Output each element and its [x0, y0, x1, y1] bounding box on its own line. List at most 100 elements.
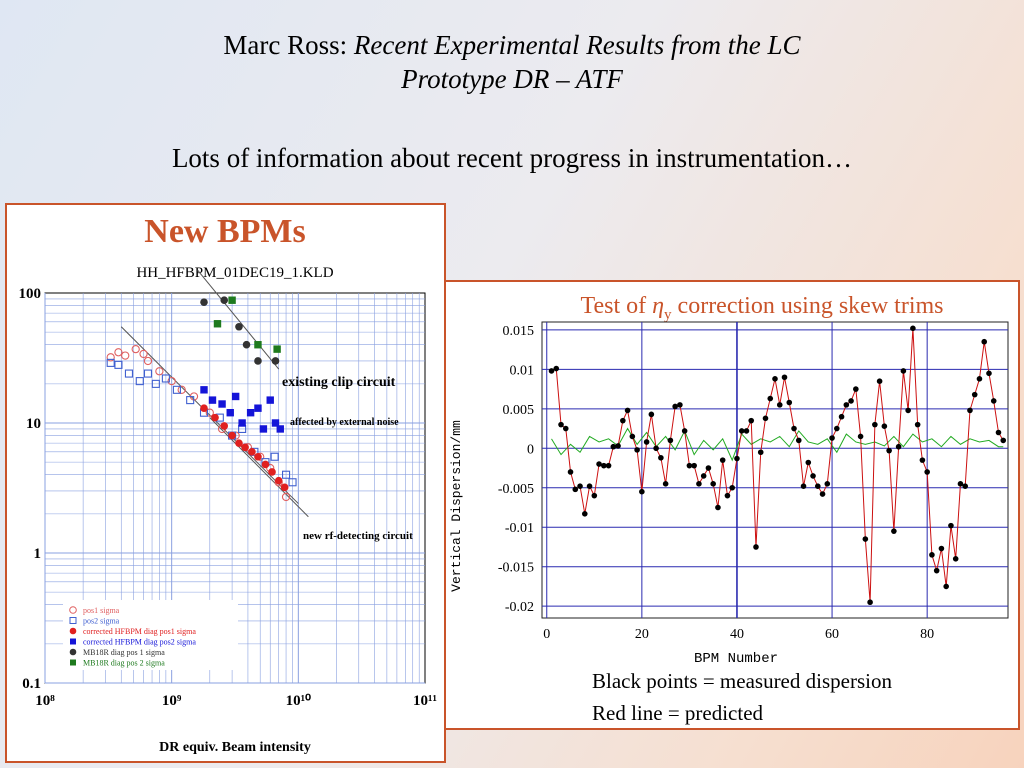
point-filled-circle	[235, 322, 243, 331]
measured-point	[886, 447, 892, 454]
point-filled-square	[246, 409, 255, 417]
title-post: correction using skew trims	[672, 293, 944, 319]
caption-predicted: Red line = predicted	[592, 701, 764, 725]
x-tick-label: 80	[920, 627, 934, 642]
measured-point	[672, 403, 678, 410]
measured-point	[938, 545, 945, 552]
trend-line-new	[209, 417, 309, 518]
point-pos2-sigma	[143, 369, 153, 378]
measured-point	[753, 544, 759, 550]
point-filled-square	[254, 404, 262, 412]
title-pre: Test of	[581, 293, 653, 319]
point-filled-circle	[271, 357, 280, 365]
measured-point	[895, 443, 902, 450]
point-pos2-sigma	[151, 379, 160, 388]
legend-label: pos2 sigma	[83, 617, 120, 626]
measured-point	[705, 465, 712, 471]
point-pos1-sigma	[139, 349, 148, 359]
title-prefix: Marc Ross:	[223, 30, 354, 60]
legend-marker	[70, 659, 76, 666]
measured-point	[819, 491, 826, 497]
measured-point	[805, 459, 812, 466]
point-filled-circle	[261, 460, 270, 469]
measured-point	[824, 481, 831, 487]
measured-point	[838, 413, 845, 420]
point-filled-square	[231, 392, 240, 401]
panel-heading: New BPMs	[144, 213, 305, 250]
measured-point	[572, 486, 579, 493]
point-pos1-sigma	[131, 344, 140, 354]
point-pos1-sigma	[177, 385, 186, 394]
legend-label: corrected HFBPM diag pos1 sigma	[83, 627, 196, 636]
measured-point	[967, 407, 973, 414]
point-filled-circle	[241, 443, 249, 452]
y-tick-label: 0.005	[503, 403, 535, 418]
x-tick-label: 10⁹	[162, 693, 182, 709]
legend-marker	[69, 606, 77, 614]
point-pos2-sigma	[270, 452, 279, 461]
measured-point	[914, 421, 921, 428]
point-filled-square	[228, 296, 236, 304]
measured-point	[943, 583, 949, 590]
measured-point	[629, 433, 636, 440]
measured-point	[829, 435, 835, 441]
x-tick-label: 10¹¹	[413, 693, 437, 709]
measured-point	[772, 376, 778, 382]
measured-point	[900, 368, 907, 374]
measured-point	[986, 370, 992, 377]
legend-label: MB18R diag pos 2 sigma	[83, 659, 165, 668]
measured-point	[876, 378, 883, 384]
point-filled-circle	[200, 404, 208, 412]
measured-point	[843, 402, 850, 408]
y-tick-label: -0.015	[498, 561, 534, 576]
legend-marker	[69, 627, 77, 635]
annotation-new-rf: new rf-detecting circuit	[303, 530, 413, 542]
point-pos1-sigma	[281, 492, 291, 502]
title-sub: y	[664, 307, 672, 323]
x-tick-label: 0	[543, 627, 550, 642]
trend-line-pos	[120, 326, 299, 504]
measured-point	[786, 399, 793, 406]
measured-point	[615, 443, 621, 449]
measured-point	[634, 447, 640, 453]
measured-point	[567, 469, 574, 475]
measured-point	[872, 421, 878, 428]
dispersion-chart: Test of ηy correction using skew trims 0…	[449, 293, 1009, 725]
measured-point	[981, 338, 988, 345]
measured-point	[677, 402, 683, 408]
dispersion-panel: Test of ηy correction using skew trims 0…	[444, 280, 1020, 730]
point-pos1-sigma	[114, 348, 123, 357]
y-tick-label: 10	[26, 416, 41, 432]
point-filled-square	[238, 419, 246, 427]
point-pos2-sigma	[135, 377, 144, 386]
measured-point	[857, 433, 864, 440]
point-filled-square	[200, 386, 208, 394]
measured-point	[848, 398, 854, 404]
measured-point	[581, 511, 588, 517]
y-tick-label: 1	[34, 546, 42, 562]
point-pos1-sigma	[155, 367, 164, 376]
title-eta: η	[652, 293, 664, 319]
point-filled-square	[266, 396, 274, 404]
legend-marker	[69, 617, 77, 624]
measured-point	[905, 407, 911, 414]
y-tick-label: -0.005	[498, 482, 534, 497]
legend-label: pos1 sigma	[83, 606, 120, 615]
point-filled-square	[259, 425, 268, 433]
measured-point	[548, 368, 555, 374]
bpm-log-chart: New BPMs HH_HFBPM_01DEC19_1.KLD 10⁸ 10⁹ 10…	[19, 213, 438, 755]
point-filled-circle	[220, 422, 229, 430]
x-axis-label: BPM Number	[694, 651, 778, 667]
new-bpms-panel: New BPMs HH_HFBPM_01DEC19_1.KLD 10⁸ 10⁹ 10…	[5, 203, 446, 763]
measured-point	[853, 386, 859, 392]
measured-point	[624, 407, 631, 414]
measured-point	[620, 417, 626, 424]
measured-point	[962, 483, 969, 489]
legend-label: MB18R diag pos 1 sigma	[83, 648, 165, 657]
measured-point	[601, 462, 607, 469]
measured-point	[834, 425, 840, 432]
legend-label: corrected HFBPM diag pos2 sigma	[83, 638, 196, 647]
measured-point	[686, 462, 693, 469]
measured-point	[762, 415, 769, 422]
